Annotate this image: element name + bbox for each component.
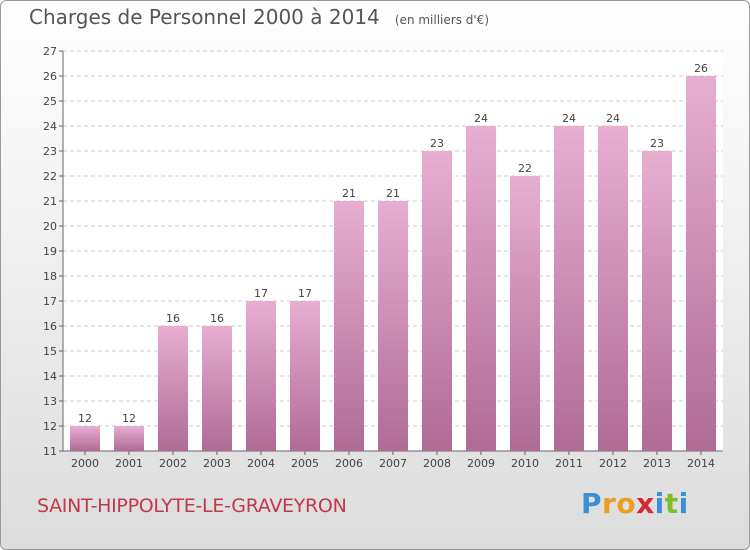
chart-title: Charges de Personnel 2000 à 2014 (en mil…	[29, 5, 489, 29]
y-tick-label: 17	[43, 295, 57, 308]
x-tick-label: 2012	[599, 457, 627, 470]
y-tick-label: 16	[43, 320, 57, 333]
x-tick-label: 2008	[423, 457, 451, 470]
bar	[554, 126, 584, 451]
x-tick-label: 2002	[159, 457, 187, 470]
logo-letter: r	[602, 487, 617, 520]
commune-name: SAINT-HIPPOLYTE-LE-GRAVEYRON	[37, 495, 347, 517]
bar	[422, 151, 452, 451]
bar-value-label: 24	[474, 112, 488, 125]
bar-value-label: 24	[606, 112, 620, 125]
y-tick-label: 25	[43, 95, 57, 108]
x-tick-label: 2014	[687, 457, 715, 470]
bar	[466, 126, 496, 451]
bar	[642, 151, 672, 451]
y-tick-label: 14	[43, 370, 57, 383]
bar-value-label: 12	[78, 412, 92, 425]
y-tick-label: 11	[43, 445, 57, 458]
bar-value-label: 17	[298, 287, 312, 300]
logo-letter: i	[678, 487, 689, 520]
bar	[598, 126, 628, 451]
bar-value-label: 22	[518, 162, 532, 175]
y-tick-label: 19	[43, 245, 57, 258]
y-tick-label: 24	[43, 120, 57, 133]
bar	[202, 326, 232, 451]
x-tick-label: 2013	[643, 457, 671, 470]
bar	[510, 176, 540, 451]
y-tick-label: 18	[43, 270, 57, 283]
x-tick-label: 2011	[555, 457, 583, 470]
x-tick-label: 2004	[247, 457, 275, 470]
bar-value-label: 24	[562, 112, 576, 125]
logo-letter: t	[664, 487, 679, 520]
bar-value-label: 12	[122, 412, 136, 425]
x-tick-label: 2009	[467, 457, 495, 470]
logo-letter: o	[616, 487, 637, 520]
bar-value-label: 26	[694, 62, 708, 75]
y-tick-label: 23	[43, 145, 57, 158]
logo-letter: i	[654, 487, 665, 520]
x-tick-label: 2000	[71, 457, 99, 470]
bar-value-label: 16	[210, 312, 224, 325]
x-tick-label: 2005	[291, 457, 319, 470]
bar-value-label: 23	[650, 137, 664, 150]
bar	[290, 301, 320, 451]
bar	[158, 326, 188, 451]
x-tick-label: 2001	[115, 457, 143, 470]
bar-value-label: 21	[386, 187, 400, 200]
y-tick-label: 20	[43, 220, 57, 233]
bar	[686, 76, 716, 451]
bar	[246, 301, 276, 451]
y-tick-label: 15	[43, 345, 57, 358]
chart-subtitle: (en milliers d'€)	[394, 13, 489, 27]
bar	[70, 426, 100, 451]
y-tick-label: 26	[43, 70, 57, 83]
bar-value-label: 16	[166, 312, 180, 325]
x-tick-label: 2010	[511, 457, 539, 470]
y-tick-label: 12	[43, 420, 57, 433]
bar-value-label: 21	[342, 187, 356, 200]
bar	[114, 426, 144, 451]
chart-title-main: Charges de Personnel 2000 à 2014	[29, 5, 380, 29]
bar-value-label: 17	[254, 287, 268, 300]
x-tick-label: 2003	[203, 457, 231, 470]
y-tick-label: 21	[43, 195, 57, 208]
bar-value-label: 23	[430, 137, 444, 150]
x-tick-label: 2007	[379, 457, 407, 470]
bar	[334, 201, 364, 451]
logo-letter: P	[581, 487, 603, 520]
y-tick-label: 27	[43, 45, 57, 58]
bar	[378, 201, 408, 451]
y-tick-label: 13	[43, 395, 57, 408]
x-tick-label: 2006	[335, 457, 363, 470]
logo-letter: x	[636, 487, 655, 520]
y-tick-label: 22	[43, 170, 57, 183]
proxiti-logo: Proxiti	[581, 487, 689, 520]
